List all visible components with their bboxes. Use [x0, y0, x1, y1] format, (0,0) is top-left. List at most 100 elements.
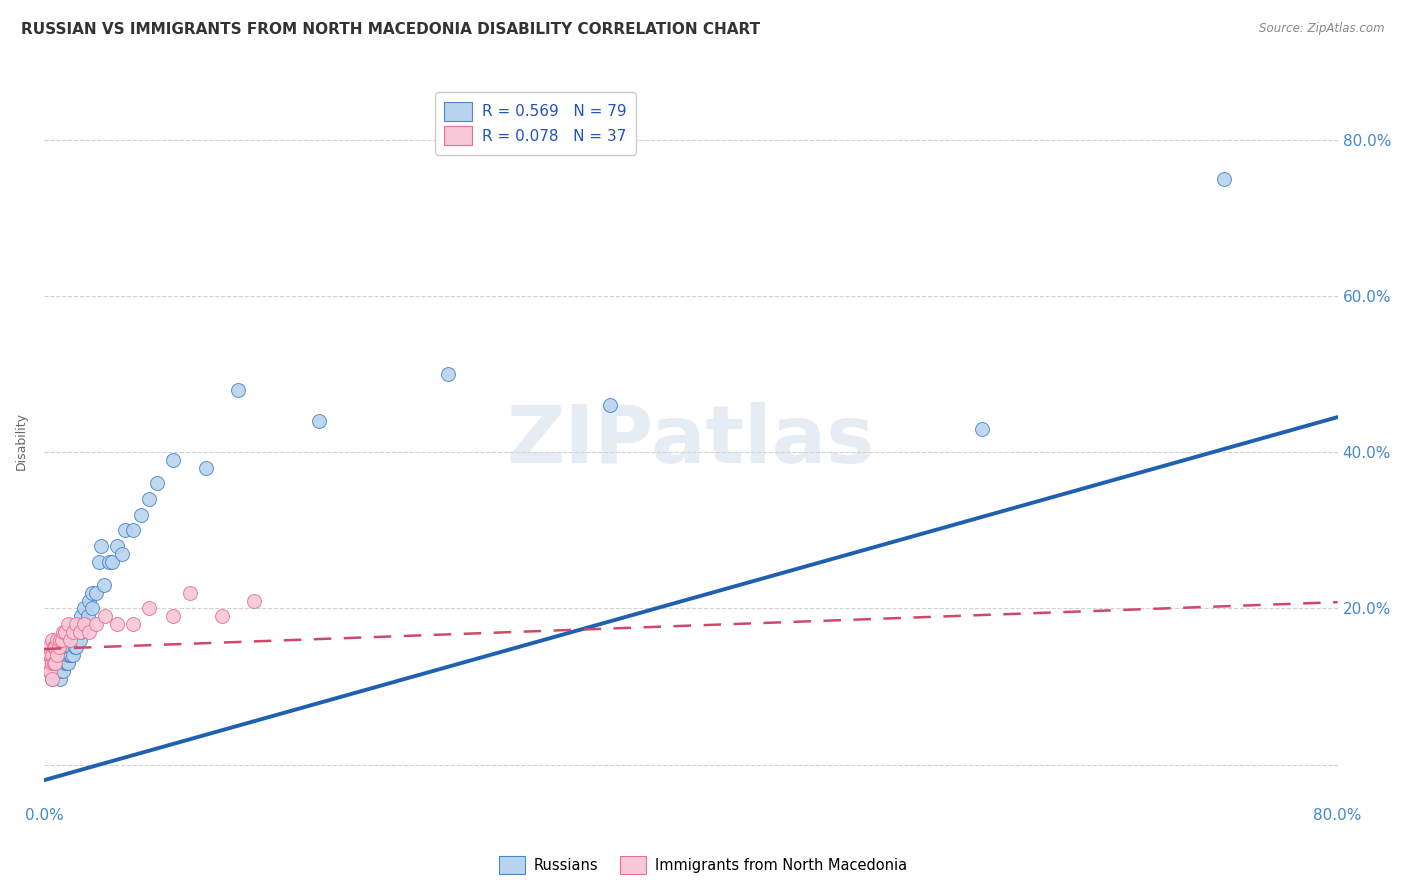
Point — [65, 617, 87, 632]
Point — [41, 648, 63, 663]
Point — [243, 593, 266, 607]
Point — [49, 632, 72, 647]
Point — [53, 656, 76, 670]
Point — [58, 648, 80, 663]
Point — [58, 656, 80, 670]
Point — [59, 648, 82, 663]
Point — [39, 664, 62, 678]
Point — [55, 640, 77, 655]
Point — [39, 664, 62, 678]
Point — [53, 640, 76, 655]
Point — [48, 664, 70, 678]
Point — [122, 524, 145, 538]
Point — [48, 640, 70, 655]
Point — [66, 624, 89, 639]
Point — [97, 555, 120, 569]
Point — [45, 664, 67, 678]
Point — [63, 640, 86, 655]
Point — [42, 664, 65, 678]
Point — [41, 656, 63, 670]
Point — [44, 664, 66, 678]
Point — [122, 617, 145, 632]
Point — [73, 601, 96, 615]
Point — [93, 578, 115, 592]
Point — [42, 656, 65, 670]
Point — [110, 547, 132, 561]
Point — [55, 656, 77, 670]
Point — [69, 624, 91, 639]
Point — [41, 656, 63, 670]
Point — [38, 648, 60, 663]
Point — [179, 586, 201, 600]
Point — [49, 640, 72, 655]
Point — [58, 617, 80, 632]
Point — [146, 476, 169, 491]
Point — [114, 524, 136, 538]
Point — [38, 648, 60, 663]
Point — [90, 539, 112, 553]
Point — [41, 648, 63, 663]
Point — [38, 664, 60, 678]
Point — [63, 624, 86, 639]
Point — [38, 648, 60, 663]
Point — [53, 624, 76, 639]
Point — [44, 648, 66, 663]
Point — [39, 648, 62, 663]
Point — [194, 461, 217, 475]
Point — [38, 640, 60, 655]
Point — [84, 586, 107, 600]
Point — [70, 609, 93, 624]
Point — [52, 648, 75, 663]
Point — [52, 664, 75, 678]
Point — [84, 617, 107, 632]
Point — [226, 383, 249, 397]
Point — [49, 648, 72, 663]
Point — [69, 617, 91, 632]
Point — [105, 617, 128, 632]
Point — [70, 624, 93, 639]
Point — [77, 624, 100, 639]
Point — [49, 648, 72, 663]
Point — [49, 656, 72, 670]
Point — [138, 492, 160, 507]
Point — [38, 656, 60, 670]
Point — [49, 664, 72, 678]
Point — [41, 656, 63, 670]
Point — [44, 656, 66, 670]
Y-axis label: Disability: Disability — [15, 411, 28, 469]
Point — [599, 398, 621, 412]
Point — [75, 617, 97, 632]
Point — [38, 656, 60, 670]
Point — [53, 648, 76, 663]
Point — [129, 508, 152, 522]
Point — [45, 632, 67, 647]
Point — [39, 648, 62, 663]
Point — [65, 632, 87, 647]
Point — [59, 632, 82, 647]
Point — [65, 640, 87, 655]
Point — [41, 632, 63, 647]
Point — [49, 672, 72, 686]
Point — [62, 632, 84, 647]
Legend: R = 0.569   N = 79, R = 0.078   N = 37: R = 0.569 N = 79, R = 0.078 N = 37 — [434, 93, 636, 154]
Point — [60, 648, 83, 663]
Point — [162, 609, 184, 624]
Point — [970, 422, 993, 436]
Point — [1213, 172, 1236, 186]
Point — [73, 617, 96, 632]
Point — [60, 640, 83, 655]
Point — [94, 609, 117, 624]
Point — [308, 414, 330, 428]
Point — [41, 672, 63, 686]
Point — [44, 640, 66, 655]
Point — [42, 640, 65, 655]
Point — [44, 656, 66, 670]
Point — [138, 601, 160, 615]
Point — [65, 624, 87, 639]
Point — [211, 609, 233, 624]
Point — [77, 593, 100, 607]
Point — [82, 586, 104, 600]
Point — [82, 601, 104, 615]
Point — [41, 672, 63, 686]
Point — [51, 632, 73, 647]
